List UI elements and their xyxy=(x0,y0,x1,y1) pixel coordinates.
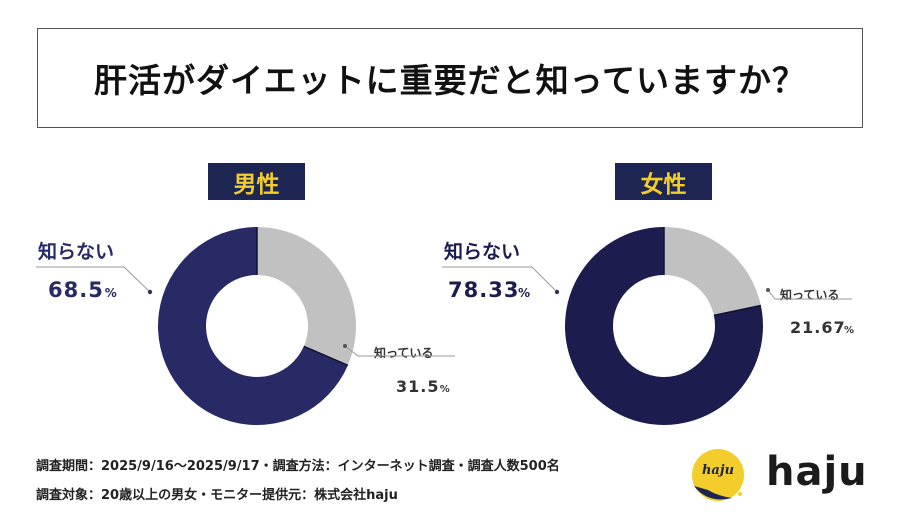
donut-0-slice-unknown xyxy=(157,226,348,425)
survey-target-note: 調査対象：20歳以上の男女・モニター提供元：株式会社haju xyxy=(36,488,398,503)
donut-1-label-known-value: 21.67 xyxy=(790,318,846,337)
title-box: 肝活がダイエットに重要だと知っていますか？ xyxy=(37,28,863,128)
donut-1-label-unknown-value: 78.33 xyxy=(448,278,519,302)
logo-dot xyxy=(738,492,742,496)
donut-0-label-known-unit: % xyxy=(440,384,450,395)
donut-1-separator-1 xyxy=(713,304,761,317)
donut-0-leader-unknown xyxy=(36,266,151,293)
donut-0-separator-1 xyxy=(303,345,349,367)
donut-1-leader-unknown xyxy=(442,266,558,293)
donut-0-label-known-value: 31.5 xyxy=(396,377,439,396)
donut-1-leader-unknown-dot xyxy=(554,289,560,295)
donut-1-label-known-name: 知っている xyxy=(779,287,839,302)
donut-1-label-unknown-name: 知らない xyxy=(444,240,520,263)
female-label-badge: 女性 xyxy=(615,163,712,200)
donut-1-slice-unknown xyxy=(565,227,763,425)
donut-0-label-unknown-value: 68.5 xyxy=(48,278,104,302)
logo-swoosh xyxy=(694,486,732,500)
donut-0-label-unknown-unit: % xyxy=(105,286,117,300)
donut-1-leader-known-dot xyxy=(766,288,770,292)
donut-0-label-unknown-name: 知らない xyxy=(38,240,114,263)
donut-1-label-known-unit: % xyxy=(844,325,854,336)
donut-1-slice-known xyxy=(664,227,761,316)
chart-title: 肝活がダイエットに重要だと知っていますか？ xyxy=(93,61,807,100)
donut-0-leader-known-dot xyxy=(343,344,347,348)
haju-logo-text: haju xyxy=(766,449,868,495)
haju-logo-mark: haju xyxy=(692,449,744,501)
donut-1-label-unknown-unit: % xyxy=(518,286,530,300)
logo-mark-text: haju xyxy=(702,463,734,478)
donut-0-label-known-name: 知っている xyxy=(373,345,433,360)
donut-0-leader-unknown-dot xyxy=(147,289,153,295)
survey-period-note: 調査期間：2025/9/16～2025/9/17・調査方法：インターネット調査・… xyxy=(36,459,560,474)
donut-0-leader-known xyxy=(344,345,455,357)
logo-circle xyxy=(692,449,744,501)
donut-1-leader-known xyxy=(767,289,852,300)
donut-0-slice-known xyxy=(257,227,356,366)
male-label-badge: 男性 xyxy=(208,163,305,200)
